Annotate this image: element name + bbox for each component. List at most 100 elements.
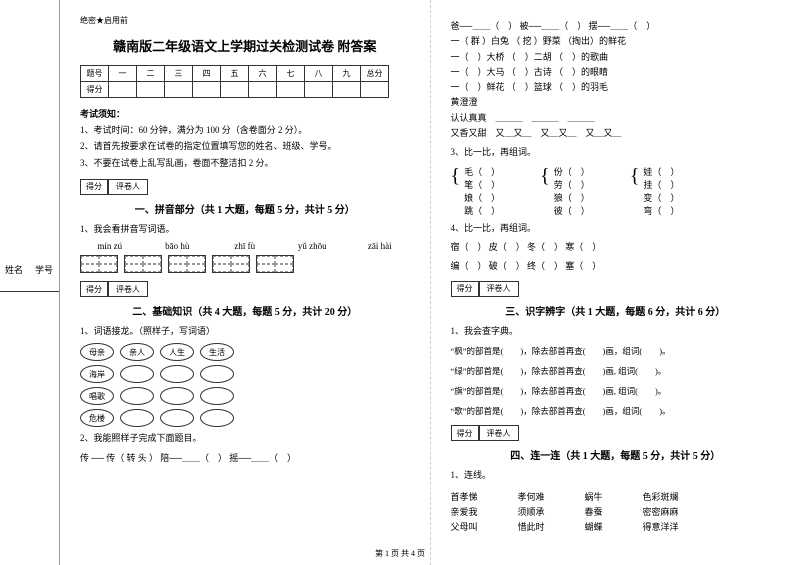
lianxian-col: 首孝悌 亲爱我 父母叫 bbox=[451, 488, 478, 535]
fill-line: 认认真真 ＿＿＿ ＿＿＿ ＿＿＿ bbox=[451, 111, 781, 126]
char: 挂（ bbox=[643, 180, 661, 190]
fill-line: 一（ 群 ）白兔 （ 挖 ）野菜 （掏出）的鲜花 bbox=[451, 34, 781, 49]
lx-item: 孝何难 bbox=[518, 490, 545, 503]
oval: 亲人 bbox=[120, 343, 154, 361]
cilong-row: 危楼 bbox=[80, 409, 410, 427]
char: ） bbox=[491, 206, 500, 216]
scorer-cell: 评卷人 bbox=[108, 281, 148, 297]
scorer-cell: 评卷人 bbox=[108, 179, 148, 195]
tian-box bbox=[212, 255, 250, 273]
bibi-col: { 份（ ） 劳（ ） 狼（ ） 彼（ ） bbox=[540, 165, 590, 217]
char: ） bbox=[581, 206, 590, 216]
oval-empty bbox=[120, 387, 154, 405]
dict-row: “旗”的部首是( )，除去部首再查( )画, 组词( )。 bbox=[451, 383, 781, 399]
oval-empty bbox=[200, 409, 234, 427]
char: ） bbox=[670, 180, 679, 190]
scorer-cell: 得分 bbox=[80, 281, 108, 297]
section-1-title: 一、拼音部分（共 1 大题，每题 5 分，共计 5 分） bbox=[80, 201, 410, 216]
fill-line: 爸──＿＿（ ） 被──＿＿（ ） 摆──＿＿（ ） bbox=[451, 19, 781, 34]
th: 五 bbox=[221, 66, 249, 82]
rule-item: 1、考试时间：60 分钟，满分为 100 分（含卷面分 2 分）。 bbox=[80, 122, 410, 138]
th: 一 bbox=[109, 66, 137, 82]
lx-item: 蝴蝶 bbox=[585, 520, 603, 533]
lianxian-col: 色彩斑斓 密密麻麻 得意洋洋 bbox=[643, 488, 679, 535]
td: 得分 bbox=[81, 82, 109, 98]
q3-1: 1、我会查字典。 bbox=[451, 324, 781, 339]
char: 彼（ bbox=[554, 206, 572, 216]
tian-box bbox=[124, 255, 162, 273]
cilong-block: 母亲 亲人 人生 生活 海岸 唱歌 危楼 bbox=[80, 343, 410, 427]
oval: 母亲 bbox=[80, 343, 114, 361]
char: 娃（ bbox=[643, 167, 661, 177]
margin-xingming: 姓名 bbox=[0, 263, 29, 292]
fill-line: 一（ ）鲜花 （ ）篮球 （ ）的羽毛 bbox=[451, 80, 781, 95]
char: 弯（ bbox=[643, 206, 661, 216]
lianxian-col: 孝何难 须顺承 惜此时 bbox=[518, 488, 545, 535]
tian-box bbox=[168, 255, 206, 273]
oval-empty bbox=[200, 365, 234, 383]
char: 娘（ bbox=[464, 193, 482, 203]
oval-empty bbox=[200, 387, 234, 405]
oval-empty bbox=[160, 409, 194, 427]
char: 狼（ bbox=[554, 193, 572, 203]
score-table: 题号 一 二 三 四 五 六 七 八 九 总分 得分 bbox=[80, 65, 389, 98]
oval: 人生 bbox=[160, 343, 194, 361]
q4-1: 1、连线。 bbox=[451, 468, 781, 483]
rule-item: 2、请首先按要求在试卷的指定位置填写您的姓名、班级、学号。 bbox=[80, 138, 410, 154]
label-xuehao: 学号 bbox=[29, 263, 59, 276]
char: ） bbox=[670, 193, 679, 203]
pinyin: zhī fù bbox=[215, 241, 275, 251]
scorer-cell: 评卷人 bbox=[479, 425, 519, 441]
th: 总分 bbox=[361, 66, 389, 82]
fill-block: 爸──＿＿（ ） 被──＿＿（ ） 摆──＿＿（ ） 一（ 群 ）白兔 （ 挖 … bbox=[451, 19, 781, 141]
fill-line: 黄澄澄 bbox=[451, 95, 781, 110]
th: 二 bbox=[137, 66, 165, 82]
q2-1: 1、词语接龙。（照样子，写词语） bbox=[80, 324, 410, 339]
scorer-box: 得分 评卷人 bbox=[451, 281, 781, 297]
fill-line: 一（ ）大马 （ ）古诗 （ ）的眼睛 bbox=[451, 65, 781, 80]
section-4-title: 四、连一连（共 1 大题，每题 5 分，共计 5 分） bbox=[451, 447, 781, 462]
q2-2-line: 传 ── 传（ 转 头 ） 陪──＿＿（ ） 摇──＿＿（ ） bbox=[80, 451, 410, 466]
right-column: 爸──＿＿（ ） 被──＿＿（ ） 摆──＿＿（ ） 一（ 群 ）白兔 （ 挖 … bbox=[431, 0, 800, 565]
char: ） bbox=[670, 167, 679, 177]
secrecy-tag: 绝密★启用前 bbox=[80, 15, 410, 26]
th: 八 bbox=[305, 66, 333, 82]
char: ） bbox=[491, 193, 500, 203]
th: 四 bbox=[193, 66, 221, 82]
tian-box bbox=[256, 255, 294, 273]
pinyin: zāi hài bbox=[350, 241, 410, 251]
pinyin: bāo hù bbox=[148, 241, 208, 251]
oval: 唱歌 bbox=[80, 387, 114, 405]
lx-item: 色彩斑斓 bbox=[643, 490, 679, 503]
pinyin: yǔ zhōu bbox=[283, 241, 343, 251]
fill-line: 一（ ）大桥 （ ）二胡 （ ）的歌曲 bbox=[451, 50, 781, 65]
margin-xuehao: 学号 bbox=[29, 263, 59, 292]
char: ） bbox=[581, 167, 590, 177]
oval: 海岸 bbox=[80, 365, 114, 383]
rules-block: 考试须知： 1、考试时间：60 分钟，满分为 100 分（含卷面分 2 分）。 … bbox=[80, 106, 410, 171]
oval: 危楼 bbox=[80, 409, 114, 427]
cilong-row: 唱歌 bbox=[80, 387, 410, 405]
scorer-box: 得分 评卷人 bbox=[451, 425, 781, 441]
table-row: 得分 bbox=[81, 82, 389, 98]
scorer-box: 得分 评卷人 bbox=[80, 179, 410, 195]
line bbox=[29, 280, 59, 292]
lx-item: 得意洋洋 bbox=[643, 520, 679, 533]
bibi-col: { 娃（ ） 挂（ ） 变（ ） 弯（ ） bbox=[630, 165, 680, 217]
lx-item: 春蚕 bbox=[585, 505, 603, 518]
q2-2: 2、我能照样子完成下面题目。 bbox=[80, 431, 410, 446]
th: 三 bbox=[165, 66, 193, 82]
section-3-title: 三、识字辨字（共 1 大题，每题 6 分，共计 6 分） bbox=[451, 303, 781, 318]
scorer-cell: 得分 bbox=[80, 179, 108, 195]
dict-row: “绿”的部首是( )，除去部首再查( )画, 组词( )。 bbox=[451, 363, 781, 379]
lx-item: 密密麻麻 bbox=[643, 505, 679, 518]
rules-title: 考试须知： bbox=[80, 106, 410, 122]
lianxian-col: 蜗牛 春蚕 蝴蝶 bbox=[585, 488, 603, 535]
char: ） bbox=[581, 193, 590, 203]
bibi-col: { 毛（ ） 笔（ ） 娘（ ） 跳（ ） bbox=[451, 165, 501, 217]
scorer-cell: 评卷人 bbox=[479, 281, 519, 297]
dict-row: “枫”的部首是( )，除去部首再查( )画，组词( )。 bbox=[451, 343, 781, 359]
lx-item: 首孝悌 bbox=[451, 490, 478, 503]
char: 毛（ bbox=[464, 167, 482, 177]
lx-item: 蜗牛 bbox=[585, 490, 603, 503]
